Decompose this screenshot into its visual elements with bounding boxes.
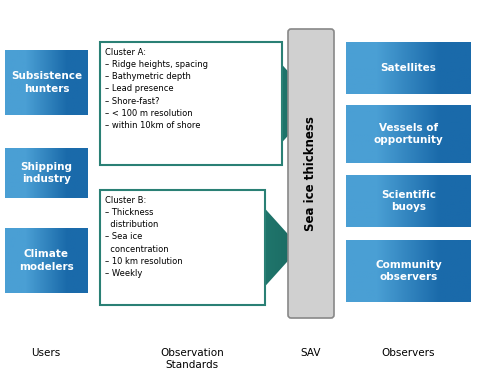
Text: SAV: SAV bbox=[301, 348, 321, 358]
Text: Satellites: Satellites bbox=[380, 63, 436, 73]
Text: Shipping
industry: Shipping industry bbox=[21, 162, 72, 184]
Text: Community
observers: Community observers bbox=[375, 260, 442, 282]
Text: Cluster B:
– Thickness
  distribution
– Sea ice
  concentration
– 10 km resoluti: Cluster B: – Thickness distribution – Se… bbox=[105, 196, 182, 278]
Text: Sea ice thickness: Sea ice thickness bbox=[305, 116, 318, 231]
Polygon shape bbox=[299, 190, 300, 305]
FancyBboxPatch shape bbox=[100, 42, 282, 165]
Text: Climate
modelers: Climate modelers bbox=[19, 249, 74, 272]
FancyBboxPatch shape bbox=[288, 29, 334, 318]
Polygon shape bbox=[299, 165, 317, 190]
Polygon shape bbox=[299, 42, 317, 165]
Text: Observation
Standards: Observation Standards bbox=[160, 348, 224, 370]
Text: Scientific
buoys: Scientific buoys bbox=[381, 190, 436, 212]
Text: Subsistence
hunters: Subsistence hunters bbox=[11, 71, 82, 94]
Text: Users: Users bbox=[32, 348, 61, 358]
Text: Observers: Observers bbox=[381, 348, 435, 358]
Text: Cluster A:
– Ridge heights, spacing
– Bathymetric depth
– Lead presence
– Shore-: Cluster A: – Ridge heights, spacing – Ba… bbox=[105, 48, 208, 130]
FancyBboxPatch shape bbox=[100, 190, 265, 305]
Text: Vessels of
opportunity: Vessels of opportunity bbox=[374, 123, 444, 145]
